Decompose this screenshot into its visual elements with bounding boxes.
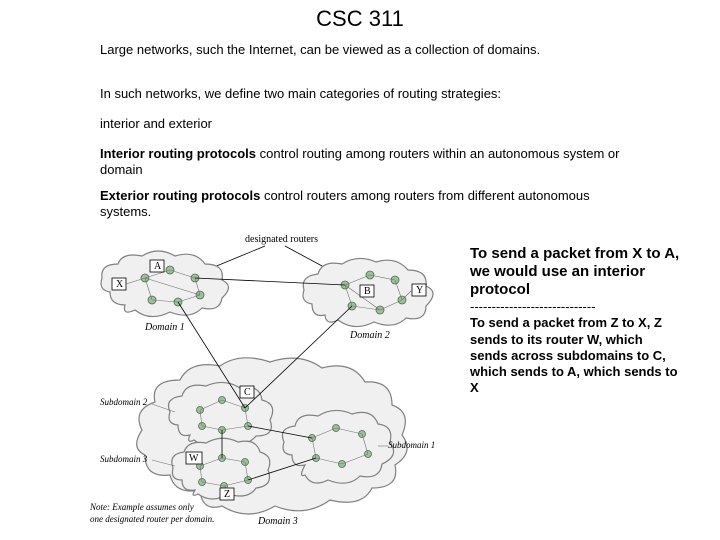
subdomain2-label: Subdomain 2 xyxy=(100,397,148,407)
domain1-label: Domain 1 xyxy=(144,322,185,333)
node-y-label: Y xyxy=(416,285,423,296)
side-divider: ----------------------------- xyxy=(470,299,680,315)
side-exterior-text: To send a packet from Z to X, Z sends to… xyxy=(470,315,680,396)
node-z-label: Z xyxy=(224,489,230,500)
exterior-bold: Exterior routing protocols xyxy=(100,188,260,203)
domain2-label: Domain 2 xyxy=(349,330,390,341)
note-line2: one designated router per domain. xyxy=(90,514,214,524)
paragraph-categories: In such networks, we define two main cat… xyxy=(100,86,630,102)
node-c-label: C xyxy=(244,387,251,398)
node-x-label: X xyxy=(116,279,124,290)
note-line1: Note: Example assumes only xyxy=(90,502,194,512)
subdomain3-label: Subdomain 3 xyxy=(100,454,148,464)
paragraph-int-ext: interior and exterior xyxy=(100,116,630,132)
slide: CSC 311 Large networks, such the Interne… xyxy=(0,0,720,540)
page-title: CSC 311 xyxy=(0,6,720,32)
node-a-label: A xyxy=(154,261,162,272)
paragraph-intro: Large networks, such the Internet, can b… xyxy=(100,42,630,58)
paragraph-interior: Interior routing protocols control routi… xyxy=(100,146,630,179)
subdomain1-label: Subdomain 1 xyxy=(388,440,435,450)
paragraph-exterior: Exterior routing protocols control route… xyxy=(100,188,630,221)
side-interior-text: To send a packet from X to A, we would u… xyxy=(470,245,680,299)
node-b-label: B xyxy=(364,286,371,297)
network-diagram: designated routers X A xyxy=(90,230,450,530)
domain3-label: Domain 3 xyxy=(257,516,298,527)
interior-bold: Interior routing protocols xyxy=(100,146,256,161)
node-w-label: W xyxy=(189,453,199,464)
side-explanation: To send a packet from X to A, we would u… xyxy=(470,245,680,397)
designated-routers-label: designated routers xyxy=(245,234,318,245)
